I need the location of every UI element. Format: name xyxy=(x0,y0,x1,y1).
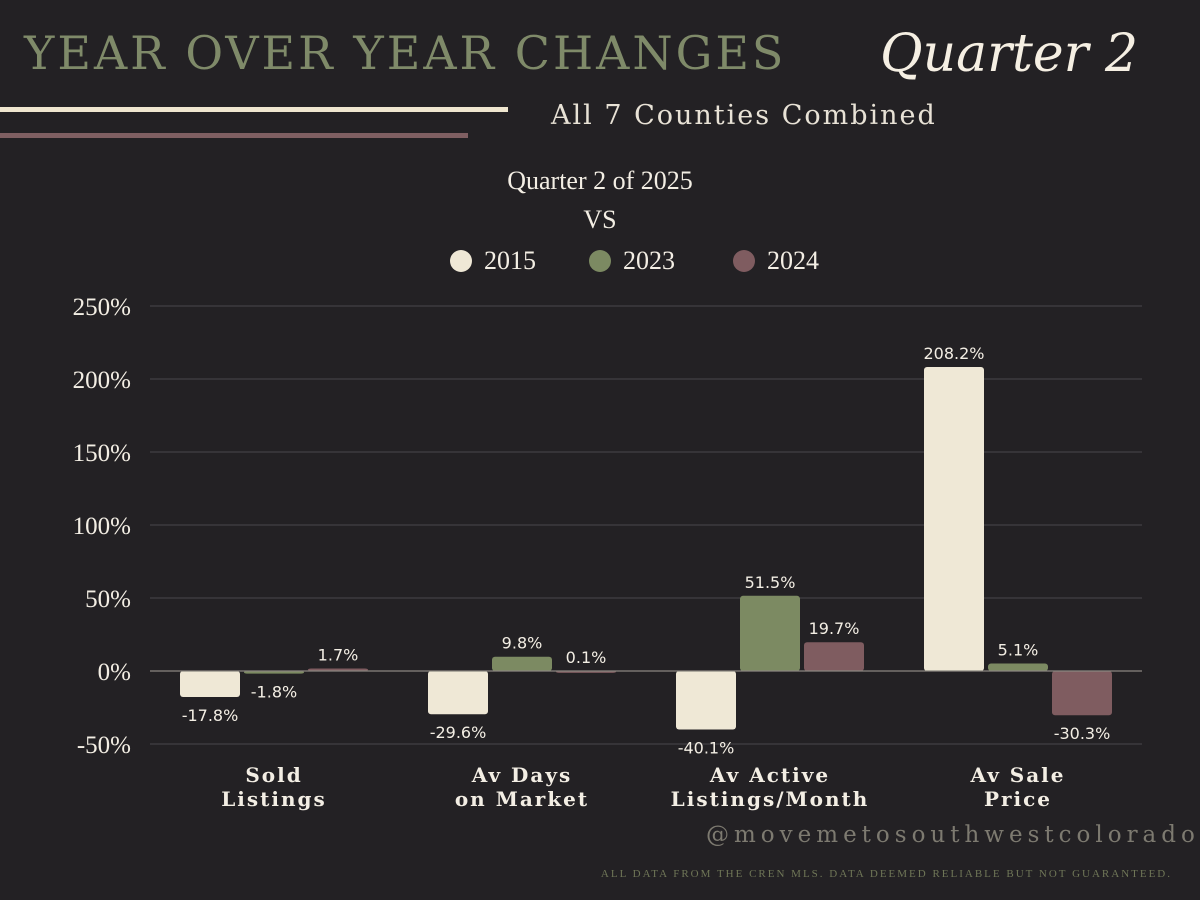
bar xyxy=(676,671,736,730)
legend-item-2015: 2015 xyxy=(450,246,536,276)
x-category-label: Listings/Month xyxy=(671,787,870,811)
chart-title-line2: VS xyxy=(583,205,617,234)
bar-value-label: -40.1% xyxy=(678,739,735,758)
bar-value-label: 51.5% xyxy=(745,573,796,592)
bar-value-label: -30.3% xyxy=(1054,724,1111,743)
bar xyxy=(988,663,1048,671)
legend-item-2023: 2023 xyxy=(589,246,675,276)
legend-label-2023: 2023 xyxy=(623,246,675,275)
bar xyxy=(804,642,864,671)
legend-item-2024: 2024 xyxy=(733,246,819,276)
data-disclaimer: ALL DATA FROM THE CREN MLS. DATA DEEMED … xyxy=(600,868,1172,880)
page-subtitle: All 7 Counties Combined xyxy=(551,100,937,131)
bar xyxy=(740,595,800,671)
x-category-label: Av Days xyxy=(471,763,572,787)
bar xyxy=(180,671,240,697)
y-tick-label: 50% xyxy=(85,586,131,613)
x-category-label: Price xyxy=(984,787,1052,811)
legend-swatch-2015 xyxy=(450,250,472,272)
y-tick-label: 200% xyxy=(73,367,131,394)
chart-title-line1: Quarter 2 of 2025 xyxy=(507,166,693,195)
page-title: YEAR OVER YEAR CHANGES xyxy=(24,26,787,80)
social-handle: @movemetosouthwestcolorado xyxy=(706,822,1200,848)
bar-value-label: 208.2% xyxy=(923,344,984,363)
legend-swatch-2024 xyxy=(733,250,755,272)
bar-value-label: -17.8% xyxy=(182,706,239,725)
x-category-label: on Market xyxy=(455,787,589,811)
bar-value-label: 0.1% xyxy=(566,648,607,667)
y-tick-label: -50% xyxy=(77,732,131,759)
y-tick-label: 150% xyxy=(73,440,131,467)
bar-chart: 250% 200% 150% 100% 50% 0% -50% -17.8% -29.6% -40… xyxy=(73,294,1142,811)
x-category-label: Sold xyxy=(245,763,302,787)
decorative-rule-cream xyxy=(0,107,508,112)
x-category-label: Listings xyxy=(221,787,327,811)
bar xyxy=(428,671,488,715)
bar-value-label: -29.6% xyxy=(430,723,487,742)
x-category-label: Av Sale xyxy=(969,763,1065,787)
bar-value-label: 1.7% xyxy=(318,646,359,665)
legend-label-2015: 2015 xyxy=(484,246,536,275)
y-tick-label: 0% xyxy=(98,659,131,686)
bar xyxy=(244,671,304,674)
bar xyxy=(924,367,984,671)
bar-value-label: 19.7% xyxy=(809,619,860,638)
quarter-heading: Quarter 2 xyxy=(880,24,1139,84)
chart-legend: 2015 2023 2024 xyxy=(0,246,1200,280)
y-tick-label: 250% xyxy=(73,294,131,321)
decorative-rule-mauve xyxy=(0,133,468,138)
legend-label-2024: 2024 xyxy=(767,246,819,275)
y-tick-label: 100% xyxy=(73,513,131,540)
bar xyxy=(492,656,552,671)
bar-value-label: 5.1% xyxy=(998,641,1039,660)
bar xyxy=(308,668,368,671)
legend-swatch-2023 xyxy=(589,250,611,272)
x-category-label: Av Active xyxy=(709,763,830,787)
bar xyxy=(1052,671,1112,716)
bar-value-label: 9.8% xyxy=(502,634,543,653)
bar-value-label: -1.8% xyxy=(251,683,297,702)
